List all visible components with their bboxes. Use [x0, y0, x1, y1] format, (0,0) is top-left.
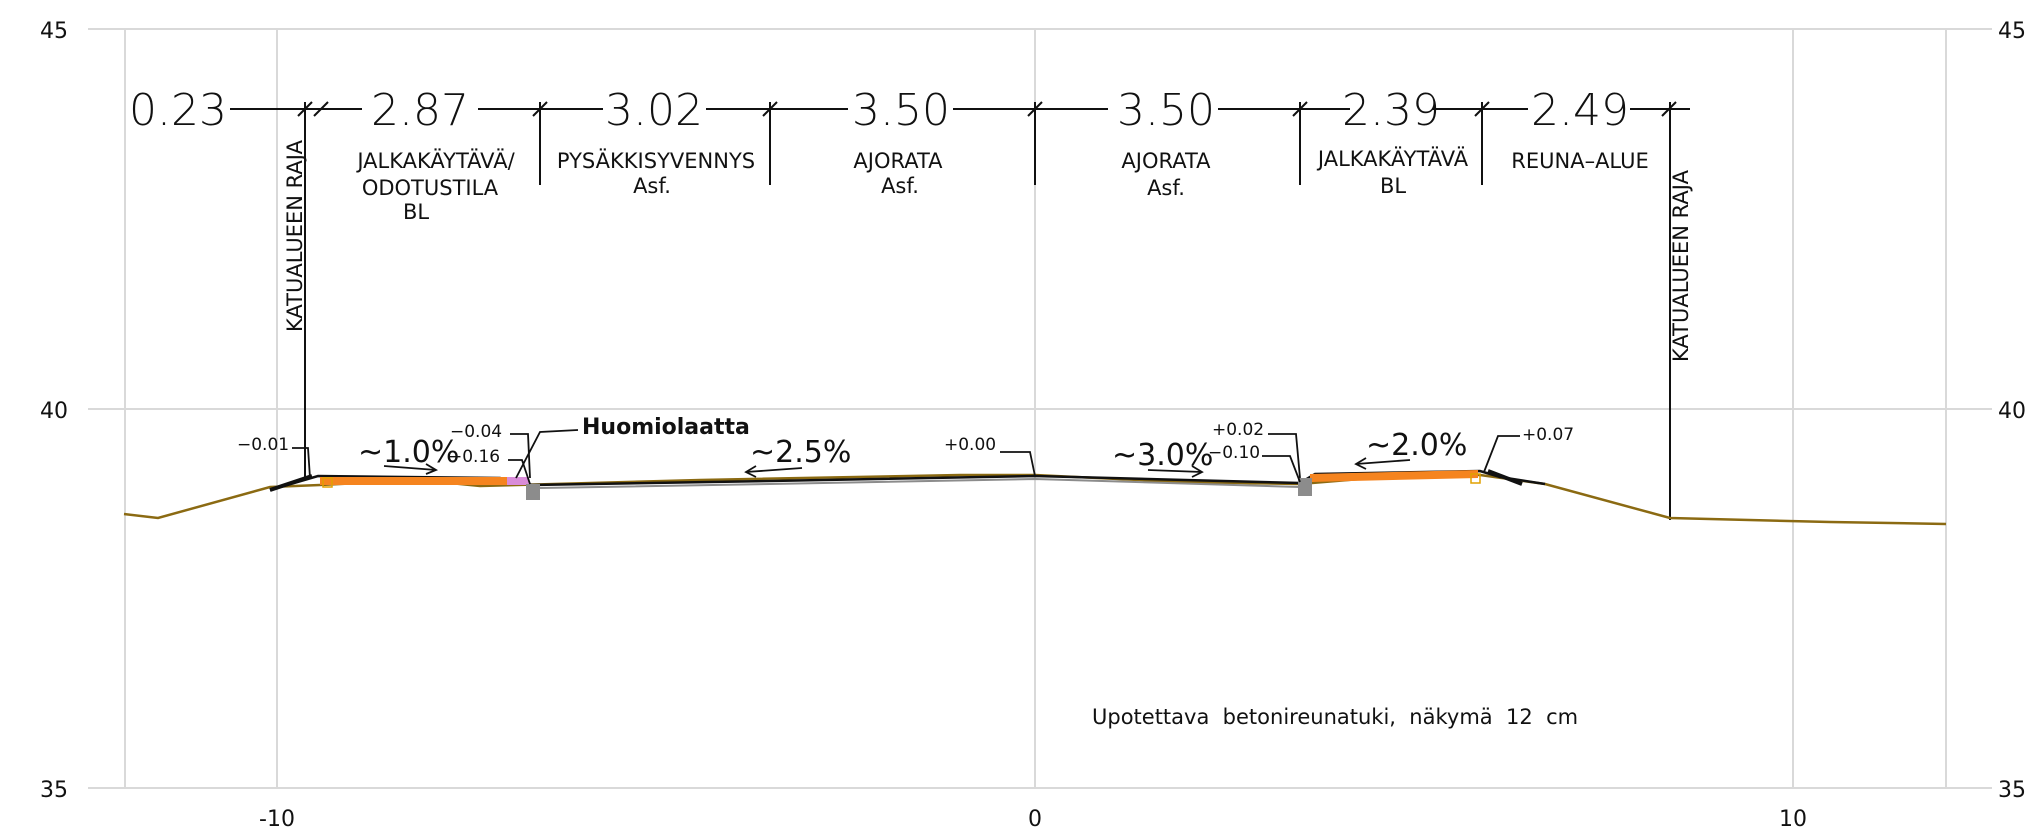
y-tick-left-35: 35	[40, 778, 68, 803]
curb-right	[1298, 478, 1312, 496]
sidewalk-surface-right	[1310, 470, 1478, 482]
sidewalk-surface-left	[320, 477, 510, 485]
lane-sidewalk-left-line2: ODOTUSTILA	[362, 176, 499, 200]
slope-s4: ~2.0%	[1366, 428, 1467, 463]
lane-sidewalk-left-line1: JALKAKÄYTÄVÄ/	[355, 148, 515, 173]
y-tick-left-45: 45	[40, 19, 68, 44]
edge-marker-right	[1470, 473, 1481, 484]
dim-value-0: 0.23	[129, 85, 227, 136]
curb-left	[526, 484, 540, 500]
lane-busbay-line1: PYSÄKKISYVENNYS	[557, 148, 755, 173]
dim-value-2: 3.02	[605, 85, 703, 136]
dimension-values: 0.23 2.87 3.02 3.50 3.50 2.39 2.49	[129, 85, 1629, 136]
slope-s1: ~1.0%	[358, 435, 459, 470]
y-tick-right-40: 40	[1998, 399, 2026, 424]
lane-busbay-line2: Asf.	[633, 174, 671, 198]
road-base-grey	[539, 477, 1301, 489]
lane-edge-area: REUNA–ALUE	[1511, 149, 1648, 173]
dimension-line	[230, 101, 1690, 520]
x-tick-0: 0	[1028, 807, 1042, 828]
elevation-e7: +0.07	[1522, 425, 1574, 445]
slope-arrow-s4	[1355, 459, 1411, 465]
x-axis: -10 0 10	[259, 807, 1807, 828]
elevation-e1: −0.01	[237, 435, 289, 455]
slope-arrow-s3	[1147, 469, 1203, 473]
slope-arrow-s4-head	[1354, 457, 1367, 470]
slopes: ~1.0% ~2.5% ~3.0% ~2.0%	[358, 428, 1467, 473]
lane-road-left-line1: AJORATA	[853, 149, 943, 173]
lane-road-right-line2: Asf.	[1147, 176, 1185, 200]
slope-end-left	[269, 474, 313, 492]
leader-e7	[1483, 435, 1520, 473]
grid	[88, 28, 1992, 789]
x-tick-10: 10	[1779, 807, 1807, 828]
slope-arrow-s2	[745, 467, 803, 473]
dim-value-6: 2.49	[1531, 85, 1629, 136]
leader-e4	[1000, 451, 1036, 477]
leader-e6	[1262, 455, 1301, 483]
slope-arrow-s3-head	[1191, 465, 1204, 478]
elevation-e5: +0.02	[1212, 420, 1264, 440]
leader-e3	[508, 459, 531, 485]
slope-arrow-s1	[383, 465, 437, 471]
lane-labels: JALKAKÄYTÄVÄ/ ODOTUSTILA BL PYSÄKKISYVEN…	[355, 146, 1648, 224]
lane-road-right-line1: AJORATA	[1121, 149, 1211, 173]
dim-tick-2	[313, 101, 329, 117]
lane-sidewalk-right-line2: BL	[1380, 174, 1406, 198]
lane-sidewalk-left-line3: BL	[403, 200, 429, 224]
leader-e2	[510, 433, 531, 479]
x-tick-minus10: -10	[259, 807, 295, 828]
leader-e5	[1268, 433, 1301, 479]
lane-sidewalk-right-line1: JALKAKÄYTÄVÄ	[1316, 146, 1469, 171]
elevation-e2: −0.04	[450, 422, 502, 442]
boundary-right-label: KATUALUEEN RAJA	[1669, 169, 1693, 362]
dim-value-1: 2.87	[371, 85, 469, 136]
boundary-left-label: KATUALUEEN RAJA	[283, 139, 307, 332]
callout-huomiolaatta: Huomiolaatta	[582, 415, 750, 440]
y-axis-right: 45 40 35	[1998, 19, 2026, 803]
slope-arrow-s2-head	[744, 465, 757, 478]
y-tick-right-45: 45	[1998, 19, 2026, 44]
slope-end-right	[1487, 469, 1523, 486]
edge-marker-left	[322, 477, 333, 488]
curb-note: Upotettava betonireunatuki, näkymä 12 cm	[1092, 705, 1578, 729]
elevation-e3: −0.16	[448, 447, 500, 467]
slope-s2: ~2.5%	[750, 435, 851, 470]
slope-s3: ~3.0%	[1112, 438, 1213, 473]
tactile-slab	[507, 477, 529, 485]
slope-arrows	[383, 457, 1411, 478]
dim-value-3: 3.50	[852, 85, 950, 136]
elevations: −0.01 −0.04 −0.16 +0.00 +0.02 −0.10 +0.0…	[237, 420, 1574, 467]
elevation-leaders	[292, 429, 1520, 485]
y-axis-left: 45 40 35	[40, 19, 68, 803]
leader-e1	[292, 447, 311, 479]
y-tick-right-35: 35	[1998, 778, 2026, 803]
dim-value-4: 3.50	[1117, 85, 1215, 136]
y-tick-left-40: 40	[40, 399, 68, 424]
elevation-e6: −0.10	[1208, 443, 1260, 463]
elevation-e4: +0.00	[944, 435, 996, 455]
lane-road-left-line2: Asf.	[881, 174, 919, 198]
leader-callout	[515, 429, 579, 479]
dim-value-5: 2.39	[1342, 85, 1440, 136]
slope-arrow-s1-head	[425, 463, 439, 475]
